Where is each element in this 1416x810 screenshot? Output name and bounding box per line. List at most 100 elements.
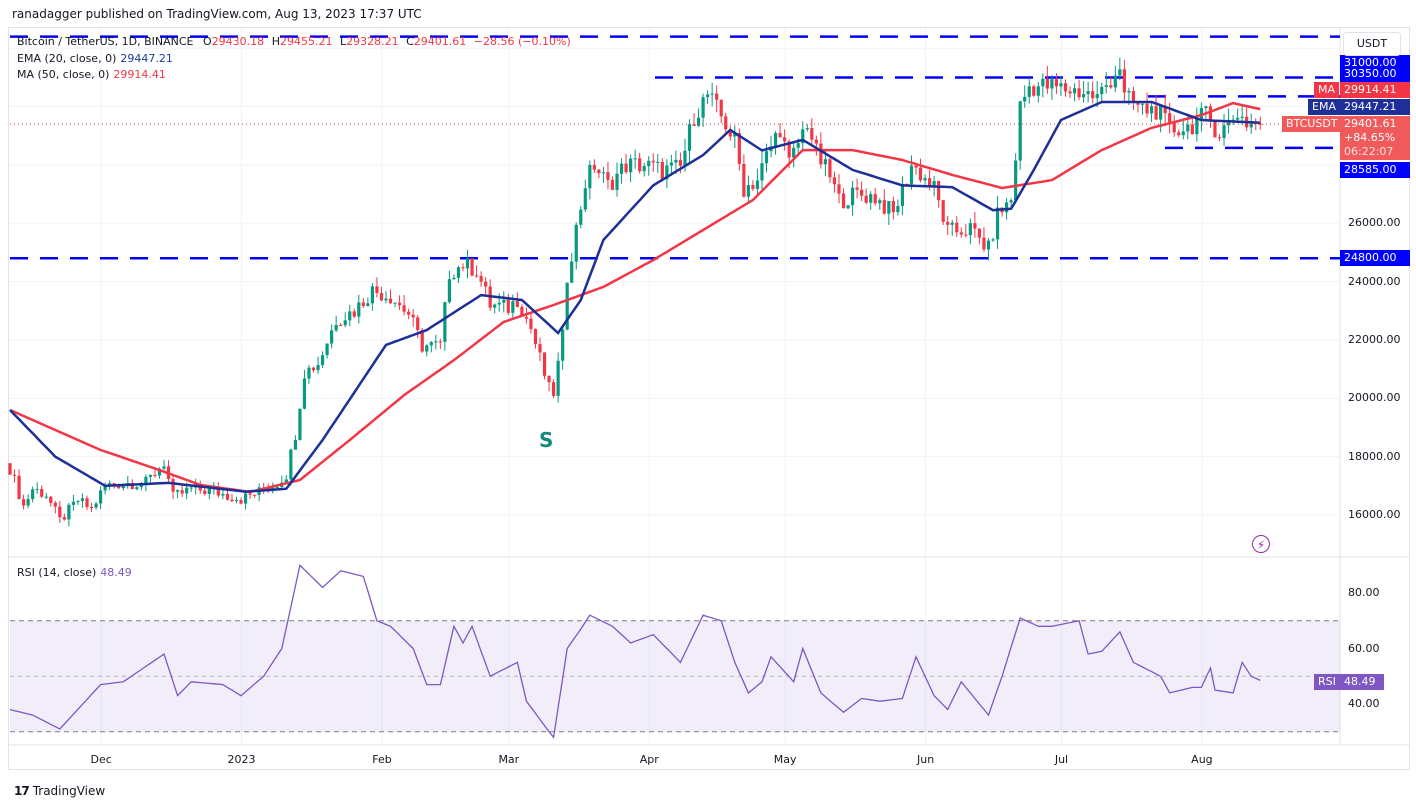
candle-body — [1100, 86, 1104, 95]
symbol-legend: Bitcoin / TetherUS, 1D, BINANCE O29430.1… — [17, 35, 571, 48]
candle-body — [1231, 119, 1235, 121]
rsi-tick-label: 40.00 — [1348, 697, 1380, 710]
candle-body — [438, 341, 442, 343]
candle-body — [44, 496, 48, 498]
candle-body — [755, 180, 760, 189]
candle-body — [1190, 124, 1194, 135]
candle-body — [203, 490, 207, 494]
candle-body — [619, 163, 624, 174]
symbol-name: Bitcoin / TetherUS, 1D, BINANCE — [17, 35, 194, 48]
time-tick-label: Dec — [90, 753, 112, 766]
candle-body — [927, 178, 932, 187]
candle-body — [796, 143, 800, 148]
ema-legend[interactable]: EMA (20, close, 0) 29447.21 — [17, 52, 173, 65]
candle-body — [601, 172, 606, 174]
candle-body — [710, 93, 714, 95]
candle-body — [1168, 113, 1172, 123]
candle-body — [1054, 79, 1059, 87]
candle-body — [302, 378, 307, 409]
candle-body — [923, 178, 927, 181]
candle-body — [678, 159, 683, 166]
candle-body — [397, 302, 402, 306]
candle-body — [1032, 86, 1036, 96]
candle-body — [474, 275, 479, 277]
candle-body — [837, 184, 841, 194]
candle-body — [1236, 117, 1240, 120]
price-tick-label: 16000.00 — [1348, 508, 1401, 521]
candle-body — [1186, 124, 1190, 132]
candle-body — [1149, 106, 1154, 114]
candle-body — [407, 311, 411, 315]
candle-body — [579, 209, 583, 225]
candle-body — [1249, 122, 1253, 128]
last-price: 29401.61 — [1344, 117, 1397, 130]
candle-body — [320, 355, 325, 366]
candle-body — [1127, 91, 1131, 93]
lightning-icon[interactable]: ⚡ — [1252, 535, 1270, 553]
candle-body — [887, 201, 891, 214]
candle-body — [456, 267, 461, 278]
ema-axis-tag: EMA — [1308, 99, 1340, 115]
candle-body — [94, 503, 98, 508]
time-tick-label: Aug — [1191, 753, 1213, 766]
candle-body — [1199, 108, 1203, 120]
candle-body — [597, 169, 601, 174]
candle-body — [12, 474, 17, 476]
candle-body — [452, 277, 456, 280]
candle-body — [89, 507, 94, 509]
time-tick-label: Apr — [639, 753, 659, 766]
candle-body — [425, 345, 429, 352]
candle-body — [542, 352, 547, 376]
time-tick-label: Feb — [372, 753, 392, 766]
candle-body — [792, 147, 796, 158]
candle-body — [284, 479, 288, 483]
candle-body — [153, 474, 157, 476]
candle-body — [1131, 91, 1136, 103]
candle-body — [1258, 123, 1262, 125]
close-value: 29401.61 — [413, 35, 467, 48]
tradingview-logo[interactable]: 17 TradingView — [14, 784, 105, 798]
candle-body — [1082, 94, 1086, 98]
time-tick-label: May — [773, 753, 797, 766]
candle-body — [805, 128, 809, 130]
candle-body — [529, 318, 533, 330]
rsi-legend[interactable]: RSI (14, close) 48.49 — [17, 566, 132, 579]
candle-body — [511, 301, 515, 313]
candle-body — [293, 439, 297, 450]
currency-selector[interactable]: USDT — [1343, 32, 1401, 56]
candle-body — [85, 498, 89, 508]
candle-body — [1091, 91, 1095, 99]
candle-body — [1104, 85, 1108, 87]
candle-body — [343, 320, 347, 326]
candle-body — [1208, 106, 1213, 122]
candle-body — [230, 499, 234, 502]
candle-body — [139, 483, 143, 488]
candle-body — [502, 299, 506, 303]
candle-body — [99, 490, 103, 504]
rsi-line — [9, 564, 1261, 739]
candle-body — [801, 129, 805, 144]
candle-body — [8, 463, 12, 475]
ema-axis-value: 29447.21 — [1340, 99, 1410, 115]
candle-body — [248, 493, 252, 495]
candle-body — [647, 160, 651, 167]
ma-legend[interactable]: MA (50, close, 0) 29914.41 — [17, 68, 166, 81]
candle-body — [1009, 200, 1013, 203]
candle-body — [307, 367, 311, 379]
candle-body — [71, 501, 76, 505]
candle-body — [76, 501, 80, 503]
candle-body — [1217, 137, 1222, 139]
ma-axis-tag: MA — [1314, 82, 1340, 98]
candle-body — [964, 234, 968, 236]
candle-body — [778, 133, 782, 138]
candle-body — [1068, 91, 1072, 94]
candle-body — [1145, 103, 1149, 114]
candle-body — [35, 489, 39, 491]
candle-body — [298, 408, 302, 440]
candle-body — [937, 180, 941, 201]
rsi-axis-value: 48.49 — [1340, 674, 1384, 690]
high-value: 29455.21 — [279, 35, 333, 48]
candle-body — [239, 500, 243, 504]
candle-body — [918, 167, 923, 181]
